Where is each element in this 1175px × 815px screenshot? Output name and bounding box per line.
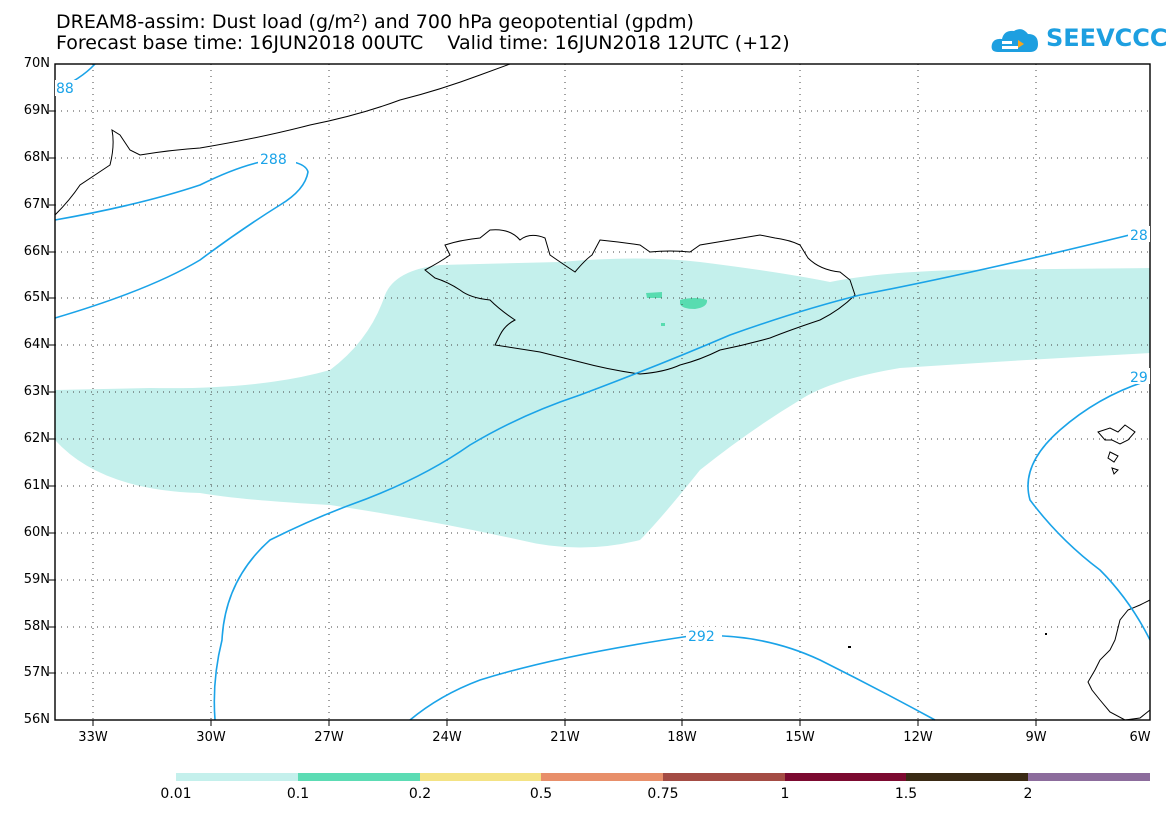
contour-label-88: 88 <box>56 81 74 97</box>
lat-label: 58N <box>23 619 50 634</box>
lat-label: 68N <box>23 150 50 165</box>
contour-label-29: 29 <box>1130 370 1148 386</box>
lon-label: 21W <box>550 730 580 745</box>
lat-label: 69N <box>23 103 50 118</box>
lat-label: 66N <box>23 244 50 259</box>
colorbar-swatch-6 <box>785 773 906 781</box>
colorbar-swatch-1 <box>176 773 298 781</box>
colorbar-label: 0.01 <box>160 786 192 802</box>
lat-label: 57N <box>23 665 50 680</box>
contour-label-292: 292 <box>688 629 715 645</box>
title-line-2: Forecast base time: 16JUN2018 00UTC Vali… <box>56 32 790 54</box>
lon-label: 6W <box>1129 730 1151 745</box>
lat-label: 63N <box>23 384 50 399</box>
colorbar-label: 0.1 <box>286 786 310 802</box>
lat-label: 60N <box>23 525 50 540</box>
colorbar-label: 1 <box>780 786 790 802</box>
colorbar-label: 0.2 <box>408 786 432 802</box>
lon-label: 27W <box>314 730 344 745</box>
dust-load-area <box>55 258 1150 548</box>
contour-292 <box>409 634 936 721</box>
contour-label-288: 288 <box>260 152 287 168</box>
geopotential-contours <box>54 63 1151 721</box>
logo-text: SEEVCCC <box>1046 24 1168 52</box>
dust-load-high-1 <box>680 298 708 309</box>
coastlines <box>54 63 1151 721</box>
dust-load-high-2 <box>646 292 662 298</box>
contour-label-28: 28 <box>1130 228 1148 244</box>
contour-288-north <box>54 159 309 319</box>
colorbar-swatch-7 <box>906 773 1028 781</box>
lon-label: 33W <box>78 730 108 745</box>
ticks <box>49 110 1037 726</box>
contour-29-east <box>1027 379 1151 641</box>
colorbar-label: 2 <box>1023 786 1033 802</box>
iceland-coast <box>424 229 856 375</box>
colorbar-label: 1.5 <box>894 786 918 802</box>
colorbar-label: 0.75 <box>647 786 679 802</box>
colorbar-swatch-2 <box>298 773 420 781</box>
colorbar-label: 0.5 <box>529 786 553 802</box>
greenland-coast <box>54 63 511 216</box>
lat-label: 64N <box>23 337 50 352</box>
lat-label: 70N <box>23 56 50 71</box>
dust-load-high-3 <box>661 323 665 326</box>
lon-label: 12W <box>903 730 933 745</box>
title-line-1: DREAM8-assim: Dust load (g/m²) and 700 h… <box>56 11 694 33</box>
lon-label: 24W <box>432 730 462 745</box>
lat-label: 59N <box>23 572 50 587</box>
colorbar-swatch-5 <box>663 773 785 781</box>
lon-label: 15W <box>785 730 815 745</box>
lon-label: 30W <box>196 730 226 745</box>
lat-label: 62N <box>23 431 50 446</box>
scotland-coast <box>1087 599 1151 721</box>
lon-label: 18W <box>667 730 697 745</box>
faroe-coast <box>1097 424 1136 475</box>
lat-label: 67N <box>23 197 50 212</box>
colorbar <box>176 773 1150 781</box>
cloud-icon <box>991 29 1038 52</box>
lon-label: 9W <box>1025 730 1047 745</box>
colorbar-swatch-3 <box>420 773 541 781</box>
lat-label: 56N <box>23 712 50 727</box>
lat-label: 61N <box>23 478 50 493</box>
colorbar-swatch-4 <box>541 773 663 781</box>
lat-label: 65N <box>23 290 50 305</box>
grid <box>55 64 1150 720</box>
colorbar-swatch-8 <box>1028 773 1150 781</box>
contour-288-main <box>213 229 1151 721</box>
